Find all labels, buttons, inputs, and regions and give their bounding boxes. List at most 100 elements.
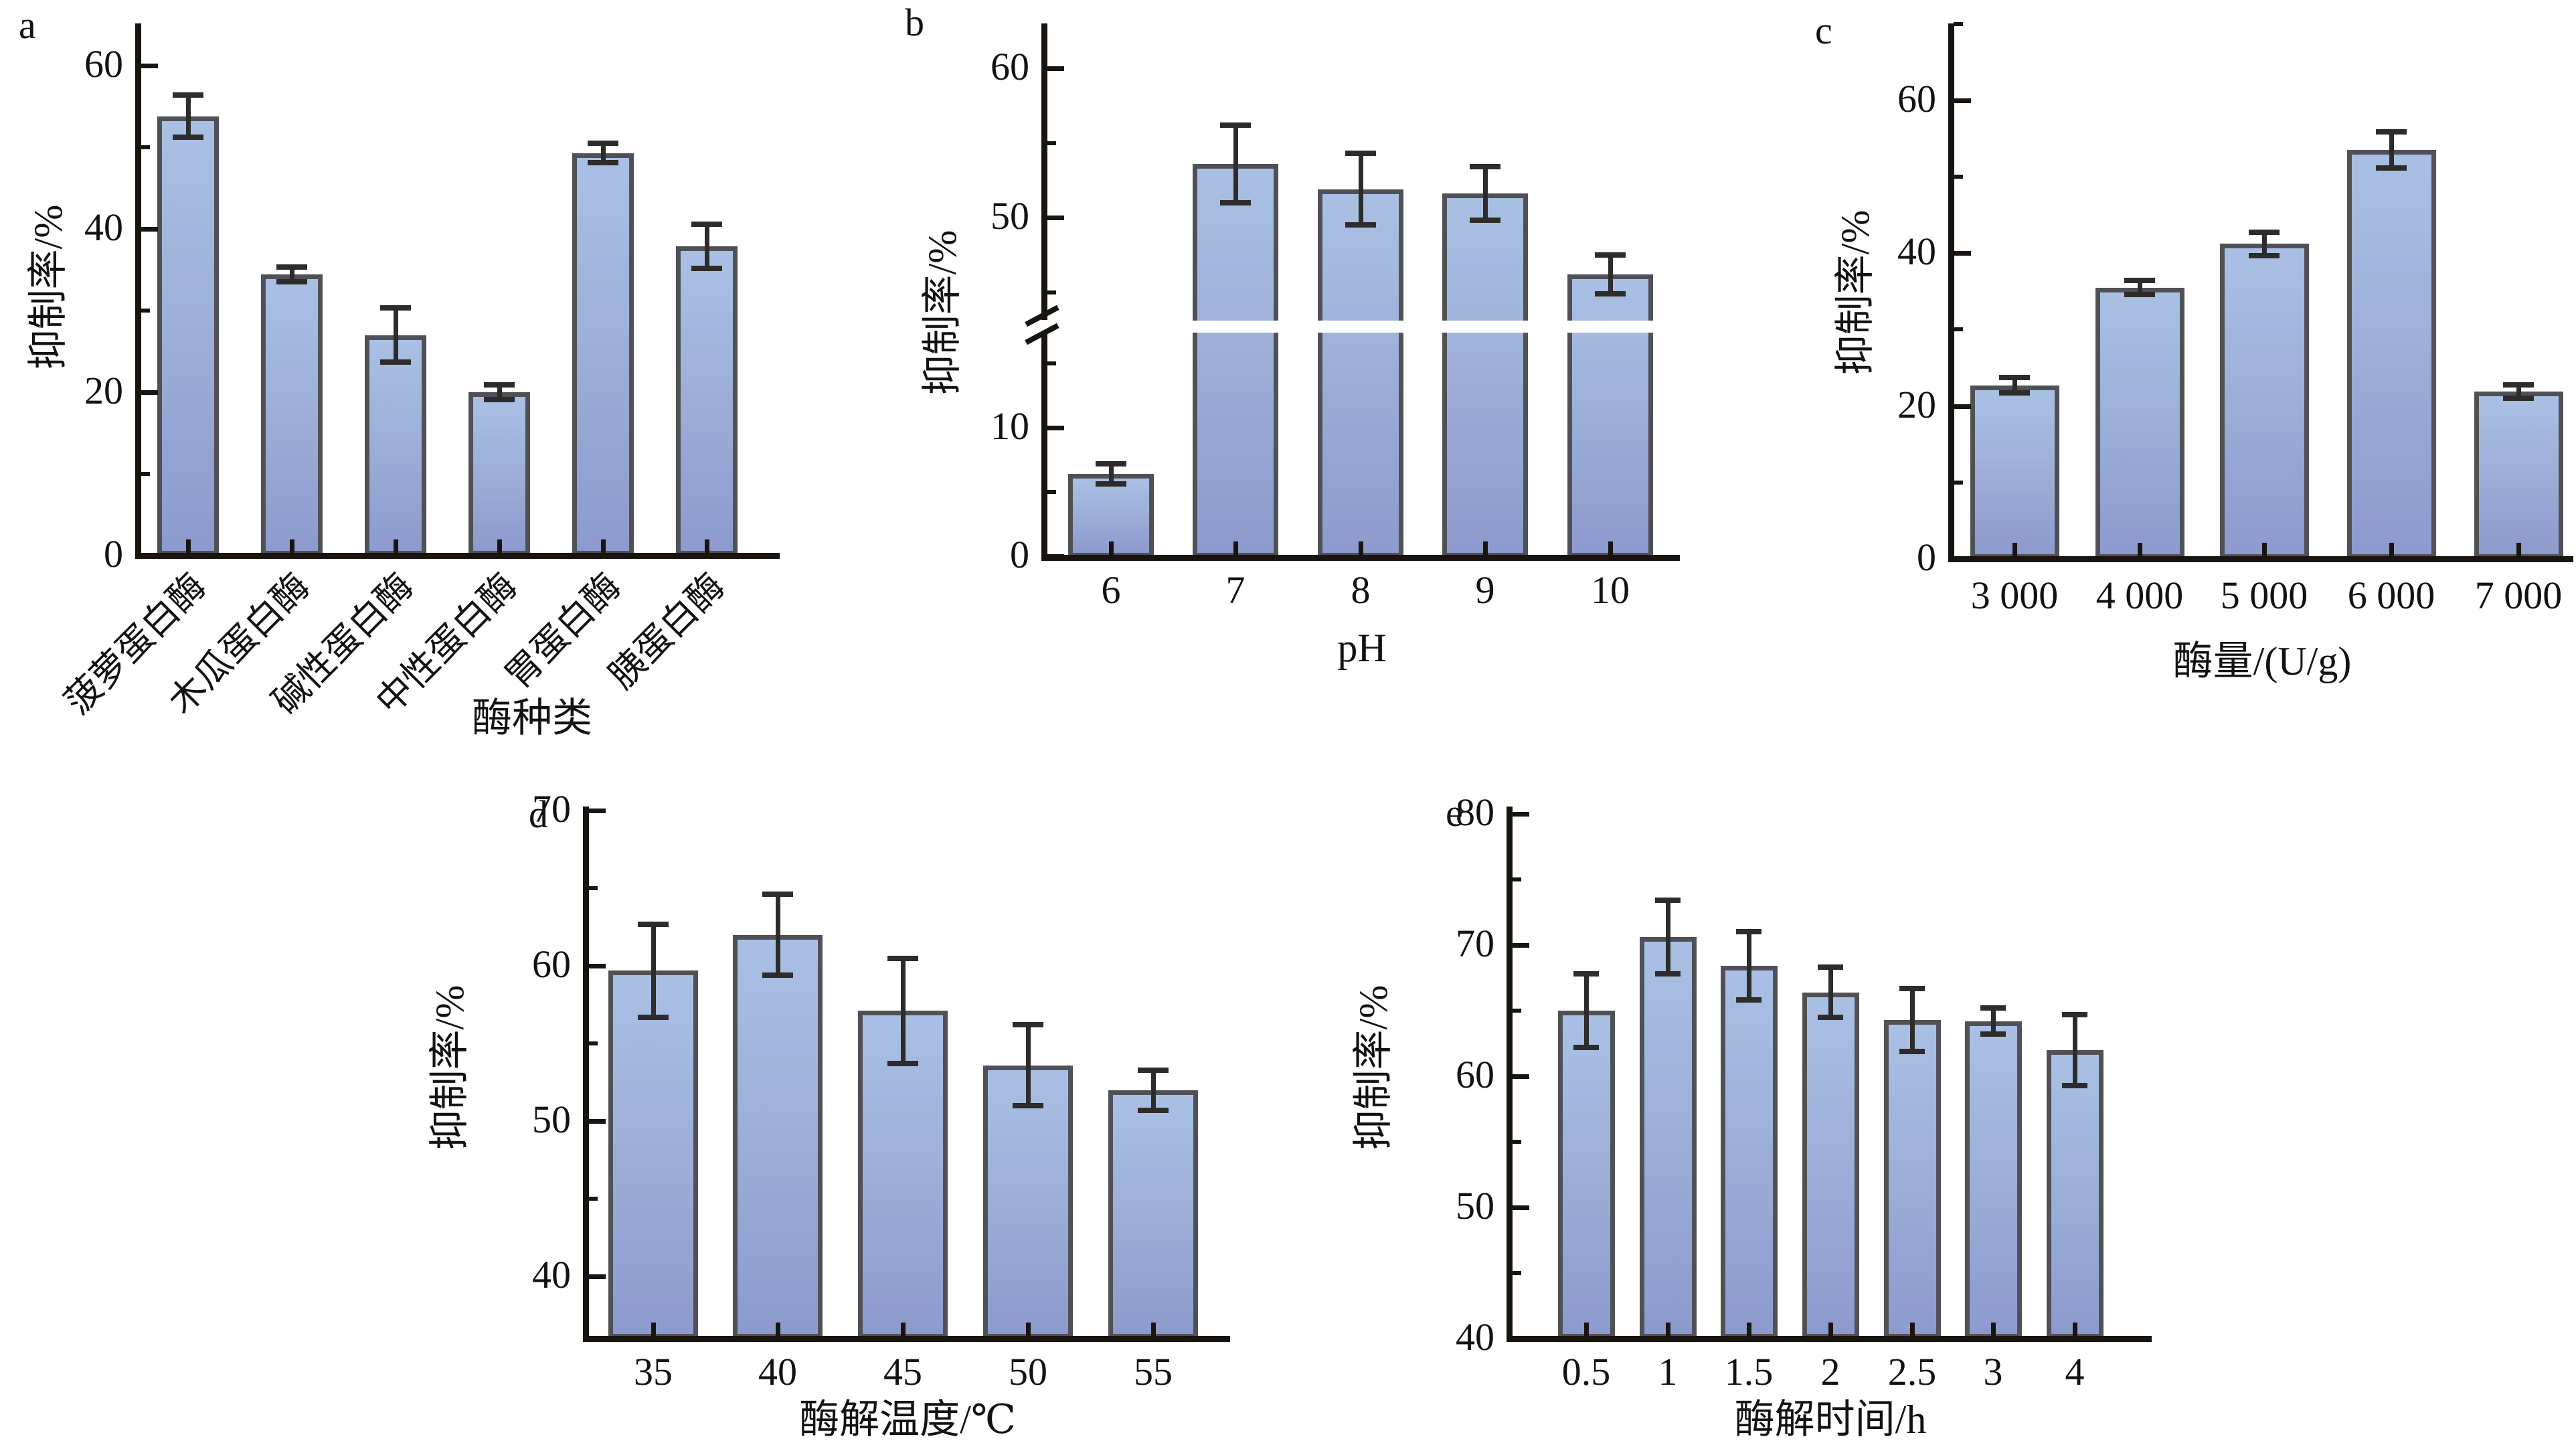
y-axis-line (1948, 23, 1954, 562)
y-tick-minor (141, 472, 150, 476)
error-bar-cap-top (588, 141, 618, 146)
y-tick-label: 50 (991, 194, 1029, 238)
error-bar-cap-top (1655, 898, 1681, 903)
error-bar-cap-bottom (1818, 1015, 1843, 1020)
x-tick (290, 539, 294, 553)
bar-d-40 (733, 935, 823, 1339)
error-bar-cap-top (1096, 461, 1126, 467)
y-tick-major (1047, 66, 1064, 71)
error-bar-cap-top (2376, 129, 2407, 135)
y-tick-major (1512, 1205, 1529, 1210)
panel-letter-b: b (905, 1, 924, 44)
bar-e-4 (2047, 1050, 2103, 1339)
error-bar-cap-top (638, 922, 669, 927)
error-bar-cap-bottom (1899, 1049, 1925, 1054)
x-tick (497, 539, 502, 553)
y-tick-major (588, 809, 606, 813)
y-tick-label: 40 (532, 1253, 571, 1296)
error-bar-cap-bottom (887, 1061, 918, 1066)
bar-a-胃蛋白酶 (572, 153, 634, 556)
error-bar-cap-top (2503, 382, 2534, 388)
y-axis-title: 抑制率/% (26, 204, 70, 370)
y-tick-minor (1954, 22, 1963, 26)
y-tick-label: 10 (991, 404, 1029, 448)
error-bar-line (705, 224, 709, 268)
error-bar-cap-bottom (2062, 1083, 2087, 1088)
error-bar-cap-bottom (691, 266, 722, 271)
x-tick-label: 1.5 (1724, 1350, 1774, 1393)
error-bar-line (394, 308, 398, 362)
error-bar-cap-bottom (1980, 1031, 2006, 1037)
x-tick (1666, 1323, 1670, 1336)
x-tick (1608, 541, 1613, 555)
y-tick-major (1047, 426, 1064, 430)
y-tick-minor (588, 1197, 598, 1201)
x-axis-title: 酶解时间/h (1734, 1397, 1927, 1441)
y-tick-label: 40 (1897, 230, 1936, 273)
y-tick-major (1954, 98, 1971, 103)
error-bar-line (1483, 167, 1488, 220)
bar-c-6 000 (2347, 150, 2436, 559)
x-axis-title: 酶种类 (472, 696, 592, 740)
error-bar-cap-top (1138, 1068, 1169, 1073)
y-tick-label: 0 (104, 532, 123, 576)
x-tick (1910, 1323, 1915, 1336)
error-bar-line (651, 924, 656, 1017)
error-bar-line (1359, 153, 1363, 225)
error-bar-line (186, 95, 191, 137)
y-axis-line (1507, 807, 1513, 1342)
y-tick-label: 70 (1456, 922, 1494, 965)
error-bar-cap-bottom (762, 972, 793, 978)
error-bar-line (776, 894, 780, 975)
x-tick-label: 1 (1658, 1350, 1678, 1393)
y-tick-minor (1512, 1140, 1521, 1144)
y-axis-title: 抑制率/% (920, 230, 964, 396)
x-axis-line (1507, 1336, 2152, 1342)
y-tick-major (1512, 812, 1529, 817)
error-bar-line (1747, 932, 1751, 1000)
x-tick (776, 1323, 780, 1336)
error-bar-line (2138, 280, 2142, 294)
error-bar-cap-top (1470, 164, 1500, 169)
x-tick-label: 胰蛋白酶 (601, 566, 732, 697)
bar-a-碱性蛋白酶 (365, 335, 426, 556)
y-axis-title: 抑制率/% (428, 985, 472, 1151)
y-tick-label: 60 (1456, 1053, 1494, 1096)
x-tick-label: 50 (1009, 1350, 1047, 1393)
error-bar-cap-top (1220, 122, 1251, 128)
error-bar-line (2012, 377, 2017, 393)
y-tick-minor (588, 1041, 598, 1045)
error-bar-line (2389, 132, 2394, 169)
error-bar-cap-top (380, 305, 411, 311)
y-tick-label: 40 (84, 205, 123, 249)
bar-e-1.5 (1721, 966, 1778, 1339)
x-tick-label: 7 (1225, 568, 1246, 612)
error-bar-cap-bottom (1220, 200, 1251, 205)
error-bar-line (1828, 967, 1833, 1017)
error-bar-cap-bottom (638, 1015, 669, 1020)
y-tick-major (1512, 943, 1529, 948)
y-axis-line (135, 23, 141, 559)
error-bar-line (1910, 989, 1915, 1051)
y-tick-label: 60 (991, 45, 1029, 88)
error-bar-line (1991, 1008, 1996, 1034)
error-bar-cap-top (484, 382, 515, 388)
error-bar-line (2262, 232, 2267, 255)
x-axis-line (1041, 555, 1680, 561)
y-tick-label: 20 (84, 369, 123, 412)
bar-a-菠萝蛋白酶 (157, 116, 219, 556)
y-tick-label: 0 (1010, 533, 1029, 576)
x-tick-label: 2.5 (1887, 1350, 1937, 1393)
x-axis-title: 酶量/(U/g) (2172, 639, 2352, 683)
y-tick-label: 60 (1897, 77, 1936, 120)
panel-letter-a: a (19, 3, 36, 47)
error-bar-cap-bottom (1470, 218, 1500, 223)
x-tick (705, 539, 709, 553)
error-bar-cap-bottom (1013, 1103, 1043, 1108)
y-tick-label: 70 (532, 787, 571, 831)
y-tick-major (588, 1119, 606, 1124)
bar-c-4 000 (2095, 288, 2184, 559)
error-bar-cap-bottom (1999, 390, 2030, 396)
error-bar-cap-bottom (1595, 291, 1626, 296)
error-bar-line (290, 267, 294, 282)
